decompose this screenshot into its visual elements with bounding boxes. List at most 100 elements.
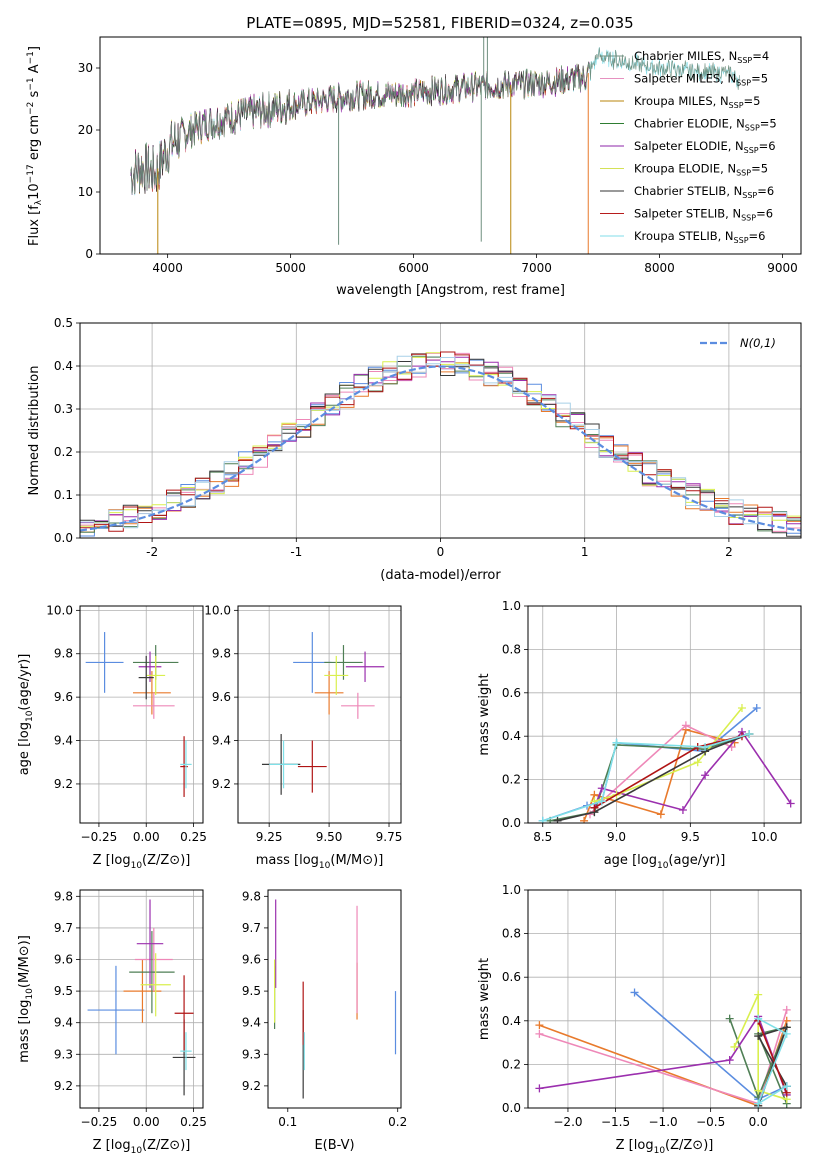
series-line-dark [757,1026,789,1107]
x-tick-label: 1 [581,545,589,559]
y-tick-label: 9.8 [212,647,231,661]
plot-area [130,37,740,254]
y-tick-label: 0.2 [502,773,521,787]
y-tick-label: 0.3 [54,402,73,416]
y-tick-label: 1.0 [502,599,521,613]
legend-label: Chabrier MILES, NSSP=4 [634,49,769,65]
data-point [612,738,621,747]
y-tick-label: 9.4 [242,1016,261,1030]
axes-frame [267,889,402,1109]
plot-area [538,703,795,823]
data-point [782,1082,791,1091]
data-point [538,816,547,823]
y-tick-label: 0.6 [502,686,521,700]
x-tick-label: 7000 [521,261,552,275]
figure-title: PLATE=0895, MJD=52581, FIBERID=0324, z=0… [246,14,633,32]
axes-frame [527,889,802,1109]
y-tick-label: 9.7 [54,921,73,935]
axes-frame [79,605,204,824]
x-axis-label: mass [log10(M/M⊙)] [256,853,384,871]
normal-curve [80,365,801,532]
mass-vs-metallicity-panel: −0.25 0.00 0.25 9.2 9.3 9.4 9.5 9.6 9.7 9.8 Z [log… [17,889,207,1156]
x-tick-label: −1.5 [601,1115,630,1129]
y-axis-label: mass weight [477,958,492,1040]
series-line-cyan [756,1017,788,1106]
data-point [786,799,795,808]
legend-label: Kroupa ELODIE, NSSP=5 [634,162,768,178]
data-point [678,805,687,814]
y-axis-label: mass weight [477,673,492,755]
data-point [752,703,761,712]
legend-label: N(0,1) [740,336,776,350]
x-tick-label: 0.2 [388,1115,407,1129]
x-tick-label: 0.1 [278,1115,297,1129]
x-tick-label: 0.25 [180,830,207,844]
axes-frame [527,605,802,824]
axes-frame [237,605,402,824]
y-tick-label: 0 [85,247,93,261]
y-tick-label: 9.4 [212,734,231,748]
y-tick-label: 0.8 [502,642,521,656]
plot-area [80,351,801,537]
y-tick-label: 9.2 [54,1079,73,1093]
spectrum-panel: 4000 5000 6000 7000 8000 9000 0 10 20 30 wavelengt… [26,36,802,298]
x-tick-label: 9.0 [607,830,626,844]
data-point [701,743,710,752]
y-tick-label: 0.0 [502,1101,521,1115]
y-axis-label: Normed distribution [27,366,42,496]
y-axis-label: mass [log10(M/M⊙)] [17,935,35,1063]
series-line-red [757,1020,788,1093]
data-point [745,730,754,739]
x-tick-label: 2 [725,545,733,559]
x-tick-label: 9.25 [256,830,283,844]
y-tick-label: 9.6 [54,690,73,704]
legend-label: Salpeter MILES, NSSP=5 [634,72,768,88]
x-tick-label: -1 [290,545,302,559]
x-axis-label: (data-model)/error [380,568,501,583]
age-vs-mass-panel: 9.25 9.50 9.75 9.2 9.4 9.6 9.8 10.0 mass [log10(… [204,603,402,871]
data-point [535,1084,544,1093]
data-point [782,1005,791,1014]
legend-label: Kroupa MILES, NSSP=5 [634,94,760,110]
x-tick-label: 0.0 [749,1115,768,1129]
y-tick-label: 9.2 [242,1079,261,1093]
data-point [597,797,606,806]
legend-label: Kroupa STELIB, NSSP=6 [634,229,765,245]
x-axis-label: Z [log10(Z/Z⊙)] [93,853,191,871]
x-tick-label: 10.0 [751,830,778,844]
y-tick-label: 9.2 [212,777,231,791]
x-axis-label: Z [log10(Z/Z⊙)] [616,1138,714,1156]
residual-histogram-panel: -2 -1 0 1 2 0.0 0.1 0.2 0.3 0.4 0.5 (data-model)/er… [27,316,802,583]
data-point [553,816,562,823]
data-point [535,1021,544,1030]
spectrum-line-chabrier-miles [130,47,740,195]
y-tick-label: 30 [78,61,93,75]
y-tick-label: 9.3 [54,1047,73,1061]
axes-frame [99,36,802,255]
y-tick-label: 0.4 [54,359,73,373]
x-tick-label: −1.0 [649,1115,678,1129]
y-tick-label: 9.3 [242,1047,261,1061]
x-tick-label: 4000 [152,261,183,275]
y-tick-label: 9.8 [54,889,73,903]
data-point [730,1042,739,1051]
y-tick-label: 9.8 [54,647,73,661]
mass-weight-vs-metallicity-panel: −2.0 −1.5 −1.0 −0.5 0.0 0.0 0.2 0.4 0.6 0.8 1.0 Z [… [477,883,802,1156]
y-tick-label: 9.6 [212,690,231,704]
y-tick-label: 0.6 [502,970,521,984]
axes-frame [79,889,204,1109]
mass-vs-extinction-panel: 0.1 0.2 9.2 9.3 9.4 9.5 9.6 9.7 9.8 E(B-V) [242,889,407,1153]
histogram-lightblue [80,355,801,529]
plot-area [273,899,397,1099]
y-tick-label: 9.2 [54,777,73,791]
y-tick-label: 9.5 [54,984,73,998]
x-tick-label: -2 [146,545,158,559]
x-tick-label: 8.5 [533,830,552,844]
data-point [535,1029,544,1038]
series-line-dark [557,733,750,822]
y-tick-label: 0.2 [502,1057,521,1071]
plot-area [85,632,192,797]
x-tick-label: 0.25 [180,1115,207,1129]
x-tick-label: 5000 [275,261,306,275]
y-tick-label: 10 [78,185,93,199]
